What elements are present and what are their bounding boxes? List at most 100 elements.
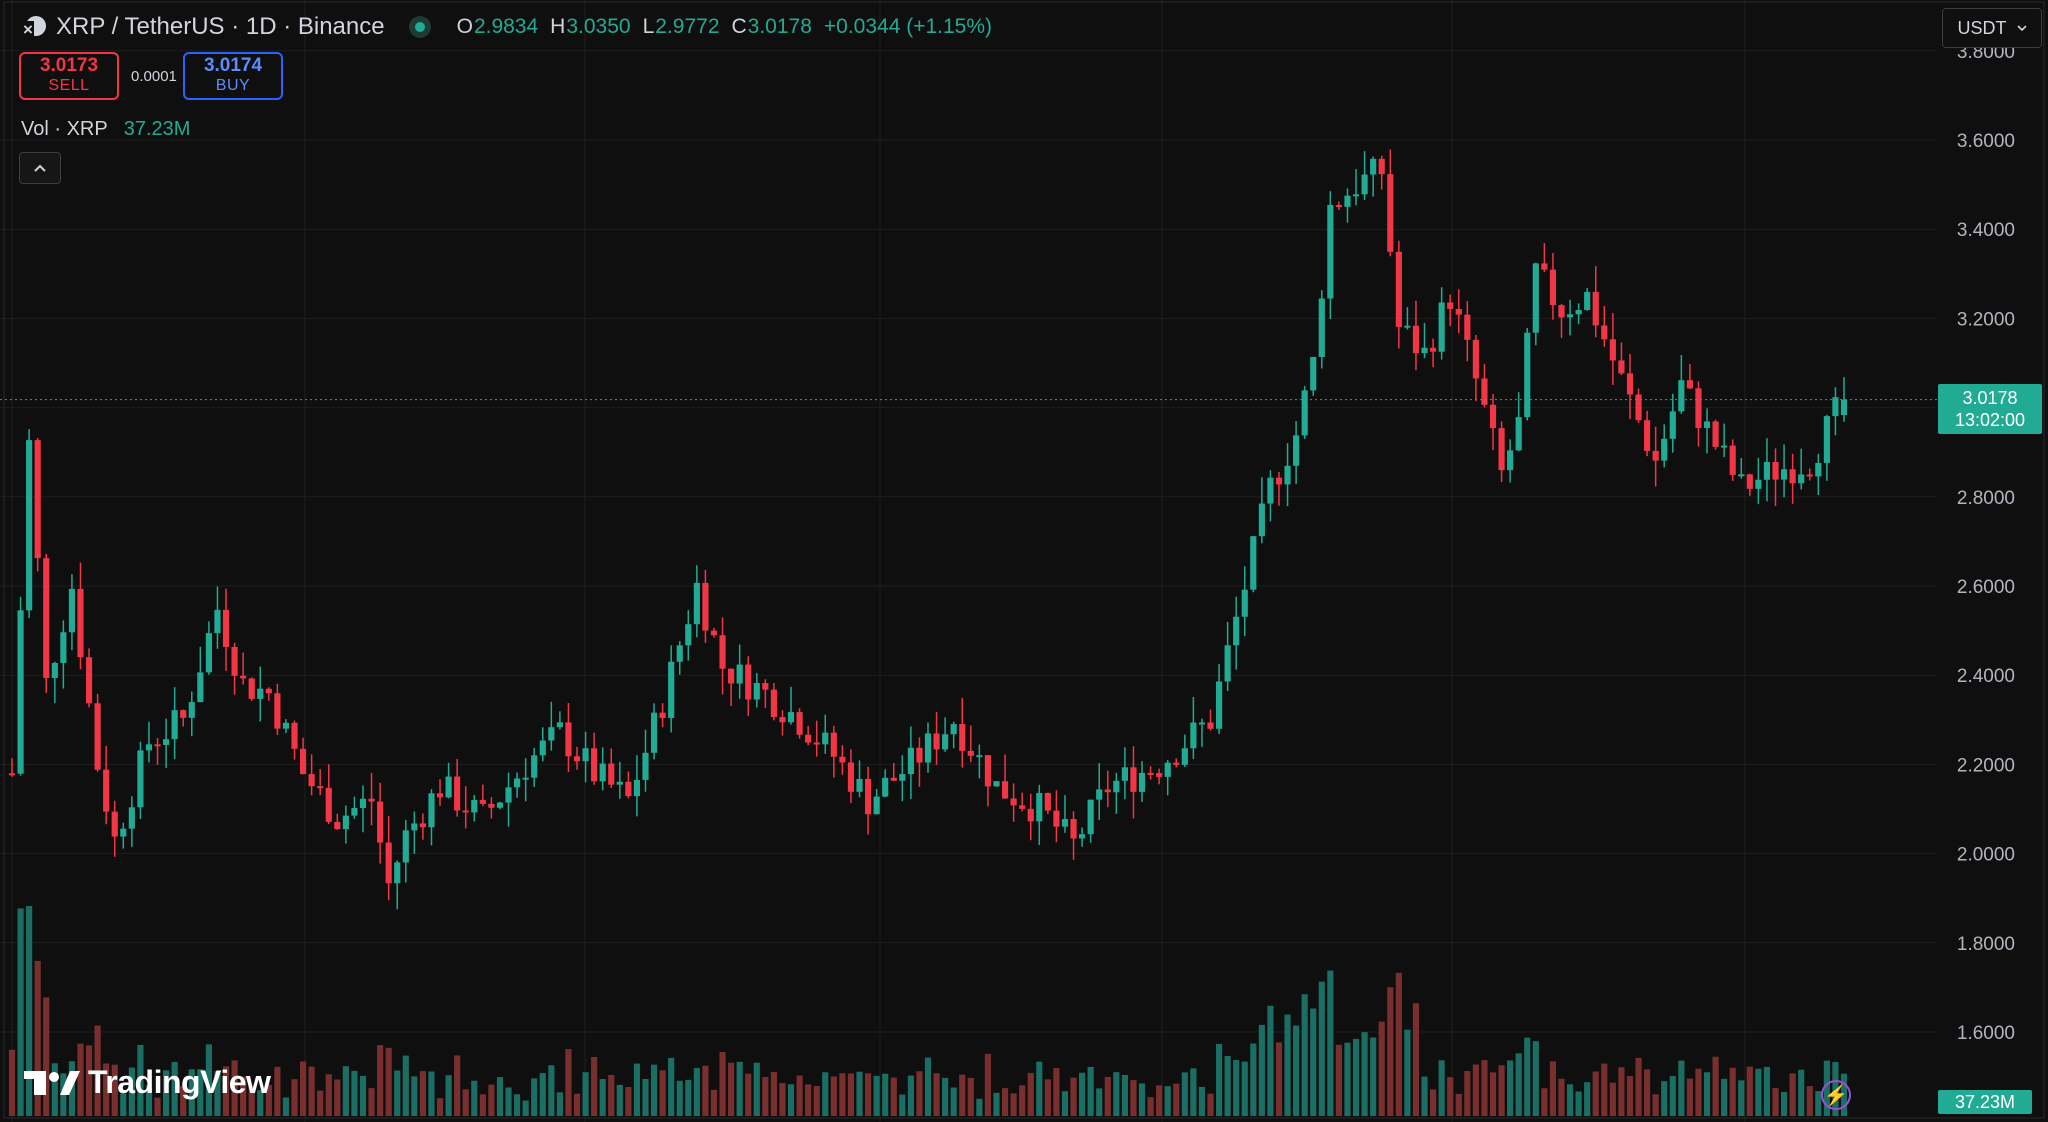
candle-body [308, 774, 315, 787]
candle-body [582, 748, 589, 762]
candle-body [950, 724, 957, 735]
candle-body [1275, 477, 1283, 485]
candle-body [531, 755, 538, 778]
volume-bar [1284, 1014, 1291, 1116]
volume-bar [428, 1071, 435, 1116]
symbol-title[interactable]: XRP / TetherUS · 1D · Binance [56, 13, 385, 40]
y-axis-tick-label: 2.4000 [1957, 666, 2015, 687]
candle-body [1387, 174, 1394, 252]
candle-body [26, 440, 33, 611]
low-value: 2.9772 [655, 15, 720, 38]
candle-body [419, 823, 426, 828]
volume-bar [368, 1088, 375, 1116]
symbol-legend[interactable]: × XRP / TetherUS · 1D · Binance O2.9834 … [22, 10, 996, 44]
lightning-icon[interactable]: ⚡ [1821, 1080, 1851, 1110]
candle-body [454, 776, 461, 811]
candle-body [1293, 435, 1300, 466]
candle-body [1601, 325, 1608, 340]
y-axis-tick-label: 3.6000 [1957, 131, 2015, 152]
volume-legend[interactable]: Vol · XRP 37.23M [21, 118, 190, 141]
volume-bar [1686, 1078, 1693, 1116]
candle-body [1412, 325, 1420, 354]
candle-body [753, 683, 760, 700]
candle-body [342, 815, 349, 830]
candle-body [1430, 347, 1437, 352]
currency-selector[interactable]: USDT [1942, 8, 2042, 48]
candle-body [1815, 462, 1822, 477]
candle-body [873, 796, 880, 815]
candle-body [214, 609, 221, 634]
volume-bar [145, 1084, 153, 1116]
volume-bar [231, 1060, 238, 1116]
candle-body [1079, 834, 1086, 839]
volume-bar [334, 1079, 341, 1116]
volume-bar [180, 1086, 187, 1116]
candle-body [222, 609, 230, 647]
volume-bar [582, 1072, 589, 1116]
volume-bar [1070, 1077, 1077, 1116]
volume-bar [787, 1084, 795, 1116]
volume-bar [882, 1073, 889, 1116]
collapse-legend-button[interactable] [19, 152, 61, 184]
candle-body [762, 683, 769, 690]
candle-body [591, 748, 598, 782]
volume-bar [710, 1089, 718, 1116]
candle-body [1549, 269, 1557, 306]
candle-body [1310, 356, 1317, 391]
candle-body [34, 440, 41, 559]
candle-body [1267, 477, 1274, 504]
volume-bar [1678, 1060, 1685, 1116]
volume-bar [1430, 1089, 1437, 1116]
xrp-logo-icon: × [22, 15, 46, 39]
volume-bar [856, 1071, 863, 1116]
candle-body [548, 727, 555, 741]
volume-bar [1164, 1086, 1171, 1116]
volume-bar [745, 1073, 752, 1116]
volume-bar [514, 1094, 521, 1116]
candle-body [291, 722, 298, 749]
candle-body [1053, 810, 1060, 827]
candle-body [1592, 291, 1599, 326]
volume-bar [1464, 1071, 1471, 1116]
candle-body [1096, 789, 1103, 800]
candle-body [1644, 420, 1651, 451]
volume-bar [822, 1072, 829, 1116]
volume-bar [1010, 1093, 1017, 1116]
volume-bar [608, 1074, 615, 1116]
volume-bar [505, 1087, 512, 1116]
high-key: H [550, 15, 566, 38]
volume-bar [933, 1073, 940, 1116]
volume-bar [1293, 1025, 1300, 1116]
volume-bar [137, 1044, 144, 1116]
volume-bar [1498, 1065, 1505, 1116]
volume-bar [1387, 987, 1394, 1116]
volume-bar [993, 1092, 1000, 1116]
y-axis-tick-label: 1.8000 [1957, 934, 2015, 955]
candle-body [976, 755, 983, 758]
candle-body [1395, 251, 1402, 327]
volume-bar [85, 1045, 93, 1116]
volume-bar [1507, 1060, 1514, 1116]
sell-button[interactable]: 3.0173 SELL [19, 52, 119, 100]
candle-body [137, 750, 144, 808]
volume-bar [659, 1070, 666, 1116]
volume-bar [1318, 981, 1325, 1116]
volume-bar [1746, 1066, 1753, 1116]
candle-body [616, 781, 623, 785]
candle-body [882, 777, 889, 797]
buy-button[interactable]: 3.0174 BUY [183, 52, 283, 100]
candle-body [1036, 792, 1043, 822]
candle-body [103, 769, 110, 812]
y-axis-tick-label: 3.2000 [1957, 309, 2015, 330]
volume-bar [1532, 1041, 1539, 1116]
volume-bar [924, 1057, 932, 1116]
candle-body [599, 763, 606, 782]
candle-body [94, 703, 101, 770]
candle-body [1370, 158, 1377, 175]
volume-bar [436, 1098, 444, 1116]
volume-bar [454, 1055, 461, 1116]
candle-body [702, 582, 709, 631]
tradingview-logo[interactable]: TradingView [24, 1064, 271, 1101]
candle-body [1104, 789, 1111, 793]
